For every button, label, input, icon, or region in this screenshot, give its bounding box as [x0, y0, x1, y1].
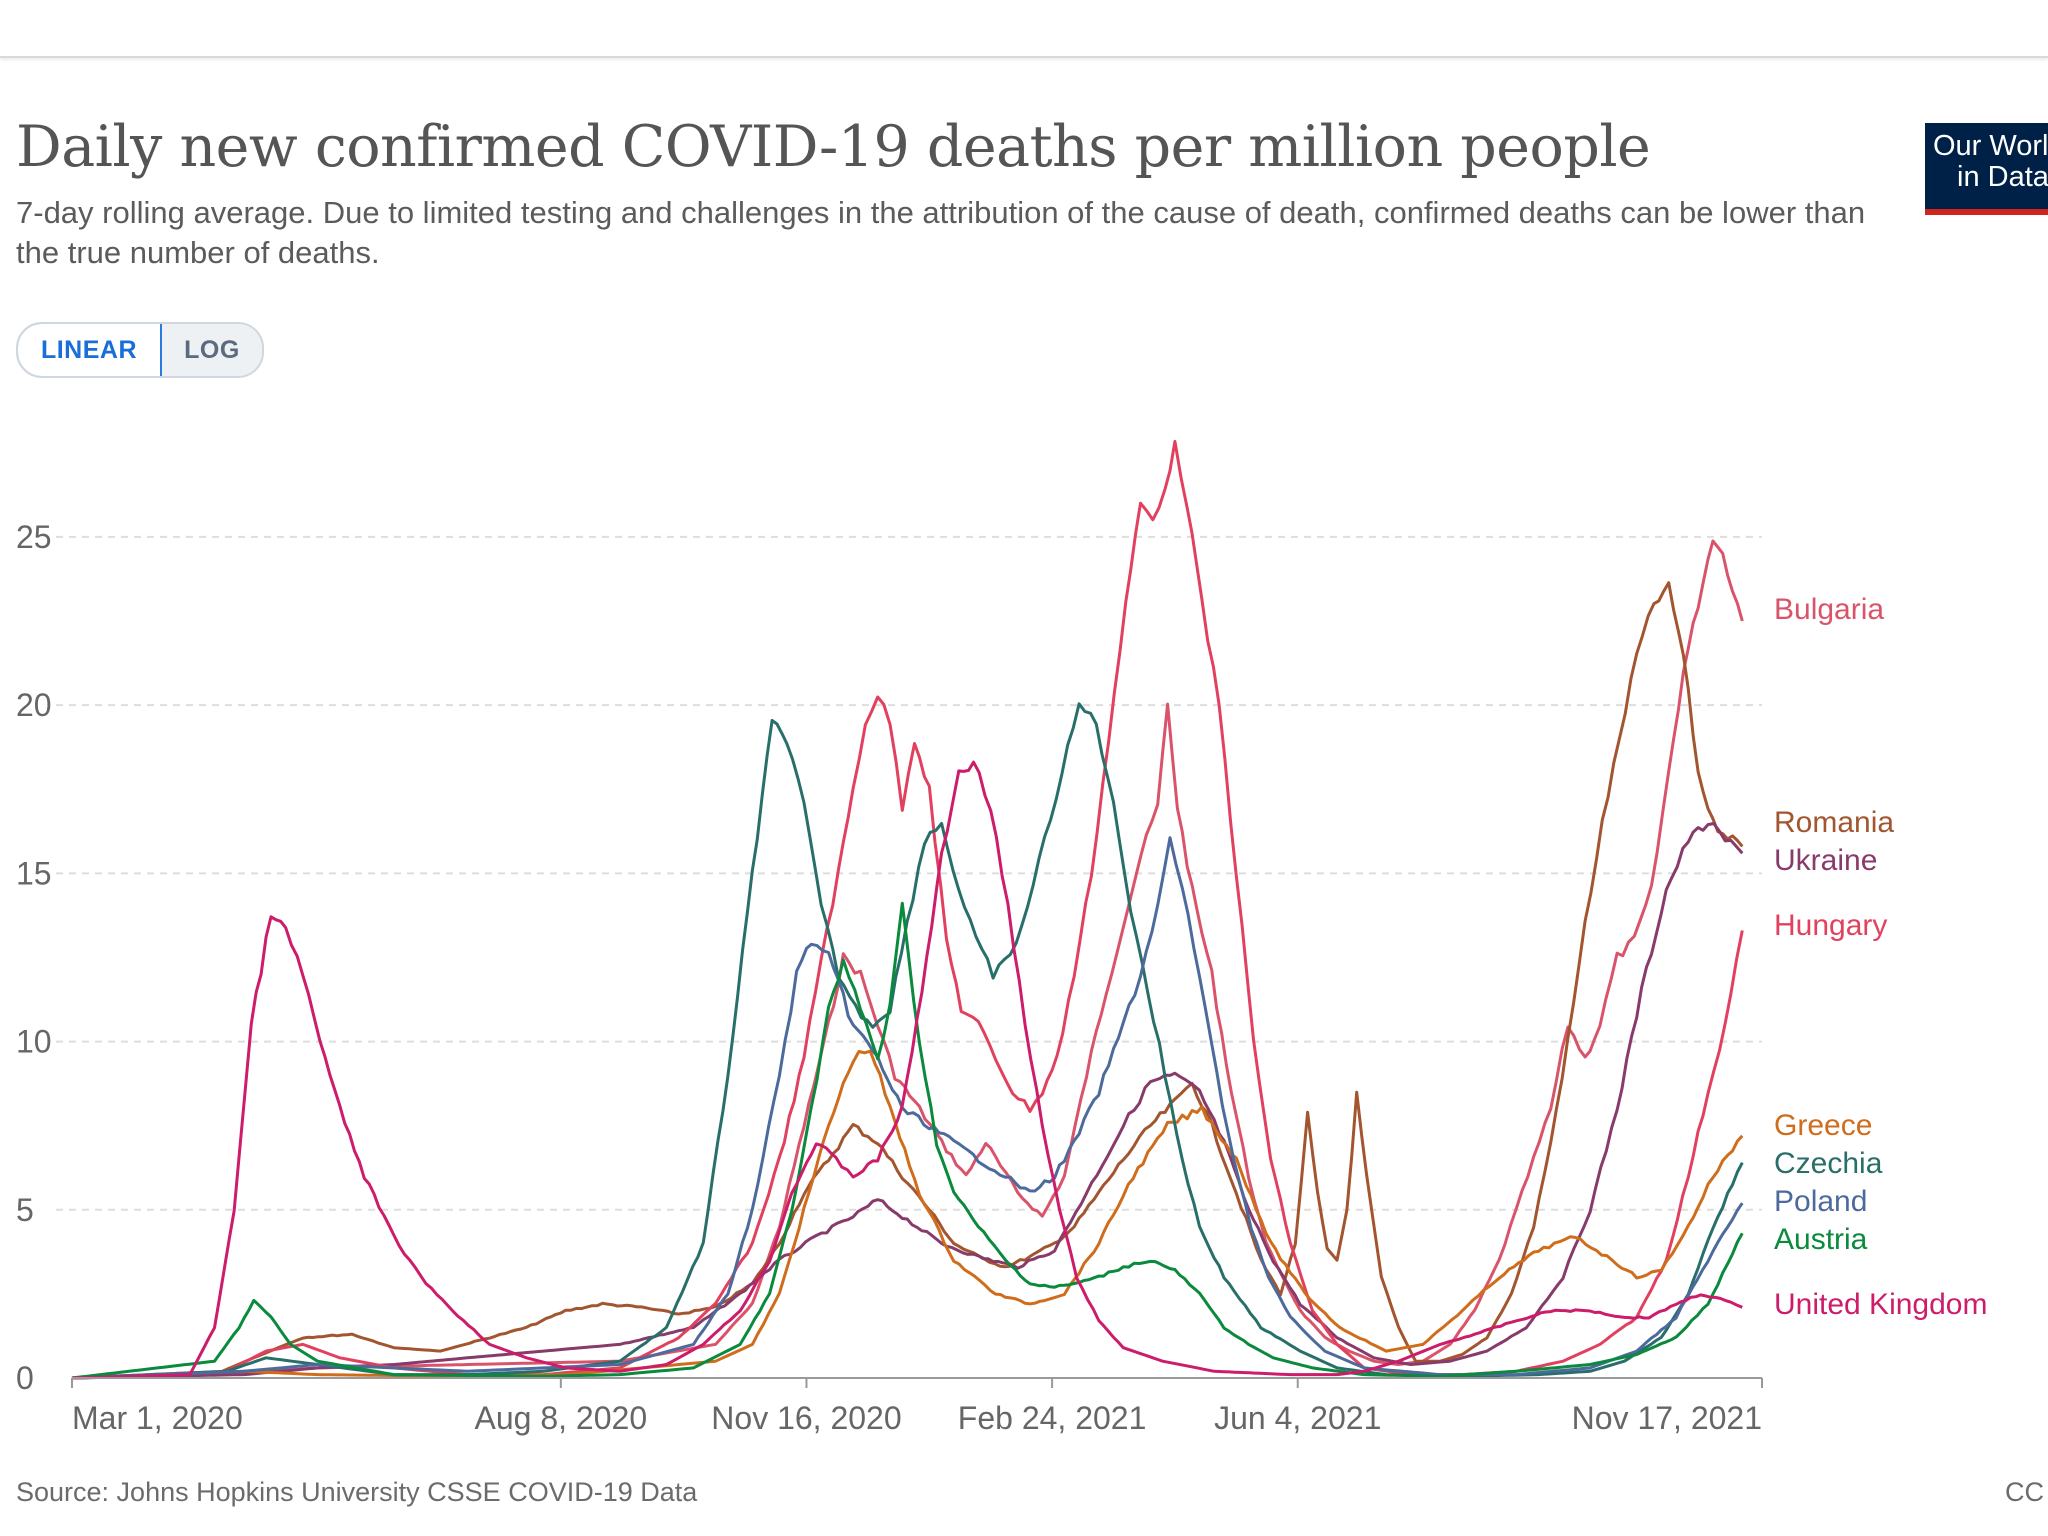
legend-label-romania: Romania	[1774, 806, 1894, 839]
legend-label-greece: Greece	[1774, 1109, 1872, 1142]
series-line-united-kingdom	[71, 760, 1743, 1380]
license-link[interactable]: CC BY	[2005, 1477, 2048, 1507]
x-tick-label: Feb 24, 2021	[958, 1400, 1147, 1436]
legend-label-united-kingdom: United Kingdom	[1774, 1288, 1987, 1321]
chart-title: Daily new confirmed COVID-19 deaths per …	[16, 114, 1651, 180]
legend-label-austria: Austria	[1774, 1223, 1868, 1256]
x-tick-label: Mar 1, 2020	[72, 1400, 243, 1436]
x-tick-label: Nov 16, 2020	[711, 1400, 901, 1436]
legend-label-hungary: Hungary	[1774, 909, 1887, 942]
legend-label-poland: Poland	[1774, 1185, 1867, 1218]
y-tick-label: 10	[16, 1024, 52, 1060]
series-line-czechia	[71, 702, 1744, 1380]
scale-toggle: LINEAR LOG	[16, 322, 264, 378]
series-line-ukraine	[71, 822, 1744, 1380]
owid-logo[interactable]: Our World in Data	[1925, 123, 2048, 215]
y-tick-label: 25	[16, 519, 52, 555]
x-tick-label: Jun 4, 2021	[1214, 1400, 1381, 1436]
series-line-greece	[71, 1049, 1744, 1380]
y-tick-label: 0	[16, 1360, 34, 1396]
legend-label-bulgaria: Bulgaria	[1774, 593, 1884, 626]
y-tick-label: 20	[16, 687, 52, 723]
chart-subtitle: 7-day rolling average. Due to limited te…	[16, 195, 1866, 270]
source-note: Source: Johns Hopkins University CSSE CO…	[16, 1477, 698, 1507]
y-tick-label: 15	[16, 855, 52, 891]
series-line-bulgaria	[71, 539, 1744, 1380]
logo-line-2: in Data	[1957, 161, 2048, 193]
log-scale-button[interactable]: LOG	[162, 324, 262, 376]
x-tick-label: Nov 17, 2021	[1572, 1400, 1762, 1436]
x-tick-label: Aug 8, 2020	[475, 1400, 648, 1436]
top-nav-bar	[0, 0, 2048, 58]
legend-label-ukraine: Ukraine	[1774, 844, 1877, 877]
series-line-romania	[71, 581, 1744, 1380]
y-tick-label: 5	[16, 1192, 34, 1228]
legend-label-czechia: Czechia	[1774, 1147, 1883, 1180]
linear-scale-button[interactable]: LINEAR	[18, 324, 162, 376]
series-line-hungary	[71, 439, 1744, 1380]
logo-line-1: Our World	[1933, 130, 2048, 162]
series-line-austria	[71, 901, 1744, 1380]
